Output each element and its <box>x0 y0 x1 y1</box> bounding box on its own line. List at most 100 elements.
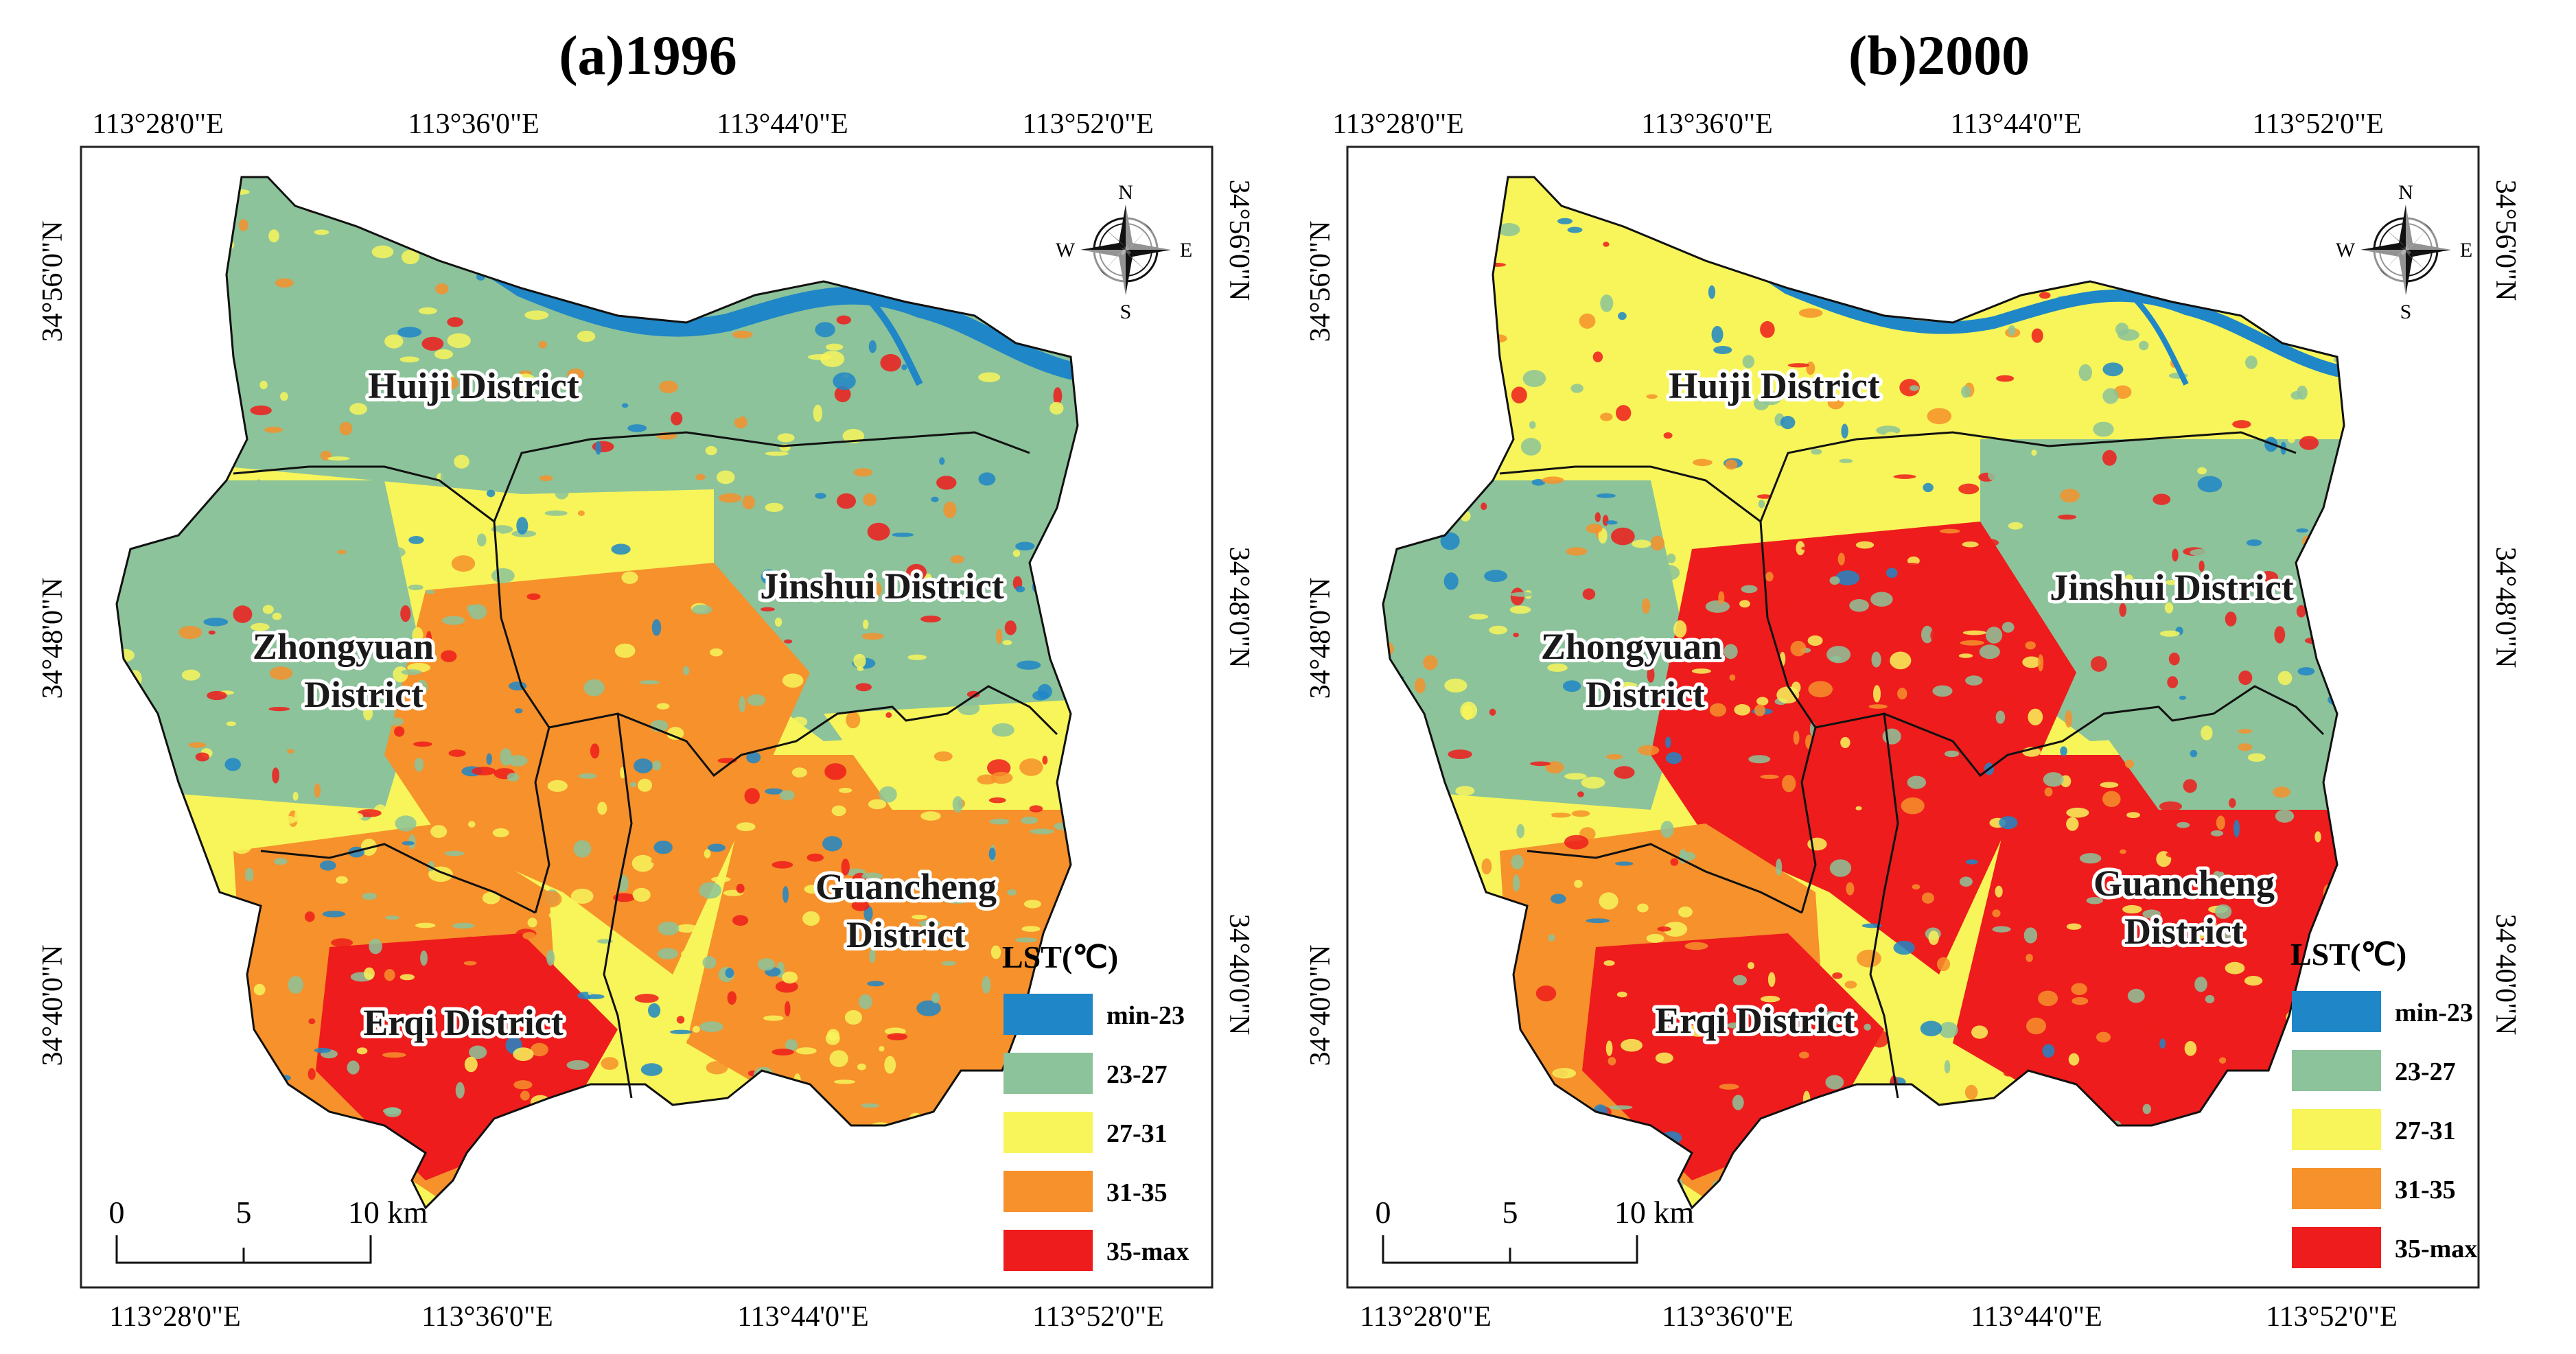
lst-pixel-patch <box>515 708 523 714</box>
lst-pixel-patch <box>1757 494 1772 499</box>
lat-label-left-3: 34°40'0"N <box>1305 945 1336 1066</box>
lst-pixel-patch <box>441 376 459 390</box>
lst-pixel-patch <box>885 712 892 719</box>
lst-pixel-patch <box>2081 872 2101 885</box>
lst-pixel-patch <box>903 1144 909 1152</box>
lst-pixel-patch <box>1945 664 1967 673</box>
lst-pixel-patch <box>1996 375 2015 382</box>
lst-pixel-patch <box>2247 753 2266 762</box>
lst-pixel-patch <box>1728 184 1740 189</box>
lst-pixel-patch <box>2063 423 2074 432</box>
lst-pixel-patch <box>2074 237 2087 250</box>
lst-pixel-patch <box>1093 1101 1105 1108</box>
lst-pixel-patch <box>1446 1079 1464 1086</box>
label-guancheng-line2: District <box>2124 911 2244 952</box>
lst-pixel-patch <box>233 605 253 623</box>
lst-pixel-patch <box>725 968 734 979</box>
lst-pixel-patch <box>2179 695 2187 700</box>
lst-pixel-patch <box>141 874 151 891</box>
lst-pixel-patch <box>2045 1271 2056 1283</box>
lst-pixel-patch <box>2022 494 2033 507</box>
lst-pixel-patch <box>238 219 248 231</box>
lst-pixel-patch <box>981 268 999 285</box>
lst-pixel-patch <box>1936 957 1951 972</box>
lst-pixel-patch <box>1446 476 1453 491</box>
lst-pixel-patch <box>2008 325 2016 336</box>
lst-pixel-patch <box>253 1268 268 1272</box>
lst-pixel-patch <box>1078 155 1085 170</box>
lst-pixel-patch <box>272 767 279 784</box>
lst-pixel-patch <box>1157 1099 1175 1113</box>
lst-pixel-patch <box>2023 927 2038 944</box>
lst-pixel-patch <box>1550 813 1571 818</box>
lst-pixel-patch <box>1542 161 1561 173</box>
lst-pixel-patch <box>77 767 92 772</box>
lst-pixel-patch <box>1868 704 1888 709</box>
zone-southeast <box>686 755 1071 1139</box>
lst-pixel-patch <box>353 1182 360 1190</box>
lst-pixel-patch <box>1481 502 1487 511</box>
lst-pixel-patch <box>1586 918 1610 924</box>
lst-pixel-patch <box>413 741 432 747</box>
lst-pixel-patch <box>639 680 660 685</box>
lst-pixel-patch <box>1603 1252 1610 1263</box>
lst-pixel-patch <box>2221 240 2242 252</box>
lst-pixel-patch <box>947 181 955 189</box>
lst-pixel-patch <box>308 1068 316 1080</box>
lst-pixel-patch <box>1049 622 1056 629</box>
lst-pixel-patch <box>2122 904 2142 914</box>
lst-pixel-patch <box>1760 320 1775 338</box>
lst-pixel-patch <box>1594 512 1601 522</box>
lst-pixel-patch <box>939 457 945 465</box>
lst-pixel-patch <box>76 474 90 480</box>
lst-pixel-patch <box>1944 1060 1951 1074</box>
lst-pixel-patch <box>913 673 935 690</box>
lst-pixel-patch <box>1481 664 1496 677</box>
lst-pixel-patch <box>2247 146 2271 158</box>
lst-pixel-patch <box>1015 585 1025 593</box>
lst-pixel-patch <box>1893 940 1915 955</box>
lst-pixel-patch <box>2044 787 2053 797</box>
lst-pixel-patch <box>2378 180 2393 191</box>
lst-pixel-patch <box>1686 302 1698 310</box>
lst-pixel-patch <box>1025 456 1038 463</box>
lst-pixel-patch <box>129 814 150 825</box>
lst-pixel-patch <box>1551 894 1566 904</box>
lst-pixel-patch <box>1529 421 1536 429</box>
lst-pixel-patch <box>2434 174 2443 178</box>
lst-pixel-patch <box>256 1103 275 1119</box>
lst-pixel-patch <box>84 351 96 362</box>
lst-pixel-patch <box>547 1156 564 1173</box>
lst-pixel-patch <box>2258 571 2279 584</box>
lst-pixel-patch <box>1732 974 1747 985</box>
lst-pixel-patch <box>1889 179 1911 187</box>
lst-pixel-patch <box>1187 1204 1205 1214</box>
lst-pixel-patch <box>716 470 735 485</box>
lst-pixel-patch <box>977 774 997 785</box>
lst-pixel-patch <box>618 201 640 209</box>
lst-pixel-patch <box>2024 1279 2043 1291</box>
lst-pixel-patch <box>833 372 856 390</box>
lst-pixel-patch <box>2295 152 2310 160</box>
lst-pixel-patch <box>1349 1049 1372 1066</box>
lst-pixel-patch <box>1517 1158 1540 1175</box>
lst-pixel-patch <box>123 808 135 819</box>
legend: LST(℃) min-23 23-27 27-31 31-35 35-max <box>1002 939 1189 1271</box>
lst-pixel-patch <box>1986 149 1999 162</box>
lst-pixel-patch <box>1502 1126 1509 1133</box>
lst-pixel-patch <box>989 818 1010 825</box>
lst-pixel-patch <box>2411 658 2420 676</box>
lst-pixel-patch <box>936 490 955 498</box>
lst-pixel-patch <box>1101 683 1115 690</box>
lst-pixel-patch <box>2205 931 2225 947</box>
lst-pixel-patch <box>631 854 654 872</box>
lst-pixel-patch <box>1746 680 1770 690</box>
lst-pixel-patch <box>839 787 852 793</box>
lst-pixel-patch <box>1858 646 1871 655</box>
lat-label-right-2: 34°48'0"N <box>1223 547 1255 668</box>
lst-pixel-patch <box>273 858 288 865</box>
lst-pixel-patch <box>1605 754 1623 760</box>
lst-pixel-patch <box>931 496 939 502</box>
lst-pixel-patch <box>2452 160 2462 174</box>
lst-pixel-patch <box>1748 755 1771 764</box>
